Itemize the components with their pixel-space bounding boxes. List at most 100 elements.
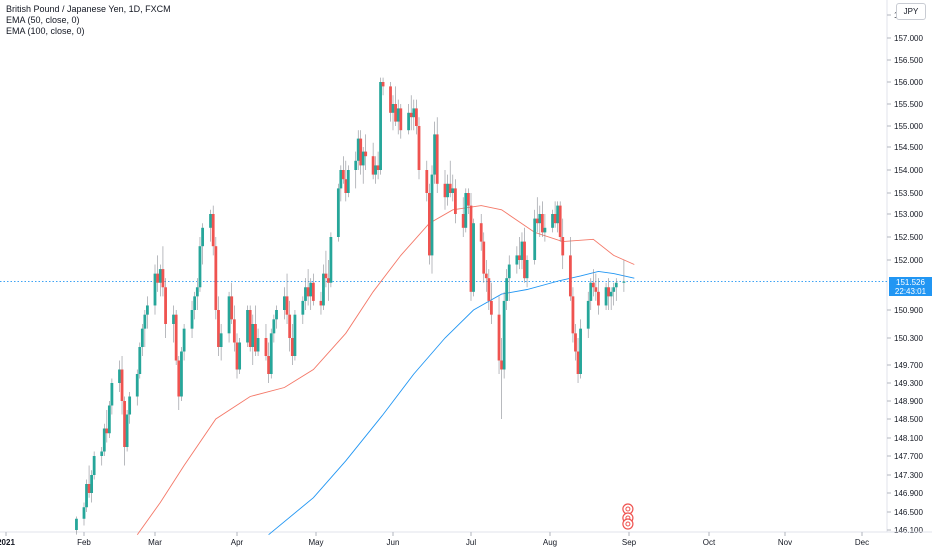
candle (469, 193, 473, 301)
candle-body (180, 351, 183, 397)
ema-100-label[interactable]: EMA (100, close, 0) (6, 26, 85, 36)
candle-body (272, 319, 276, 334)
candle (396, 99, 400, 135)
symbol-title[interactable]: British Pound / Japanese Yen, 1D, FXCM (6, 4, 171, 14)
x-tick-label: Feb (77, 538, 91, 547)
ema-50-label[interactable]: EMA (50, close, 0) (6, 15, 80, 25)
candle-body (164, 287, 167, 324)
candle (497, 296, 501, 374)
candle (164, 278, 167, 338)
candle (500, 338, 503, 419)
candle-body (364, 151, 368, 157)
candle (301, 296, 305, 324)
candle-body (594, 287, 598, 292)
candle-body (586, 300, 590, 329)
candle (435, 117, 439, 193)
candle (597, 278, 600, 315)
x-tick-label: Aug (543, 538, 557, 547)
candle (586, 291, 590, 338)
candle (85, 479, 88, 512)
candle-body (500, 360, 503, 370)
candle (161, 246, 165, 297)
candle (324, 250, 328, 288)
x-tick-label: Sep (622, 538, 637, 547)
candle (505, 269, 509, 310)
candle-body (389, 86, 392, 113)
candle-body (248, 310, 252, 347)
candle-body (443, 183, 447, 198)
candle-body (376, 165, 380, 170)
time-axis[interactable]: 2021 Feb Mar Apr May Jun Jul Aug Sep Oct Nov Dec (0, 531, 932, 547)
candle-body (612, 287, 616, 292)
candle (479, 214, 483, 251)
candle-body (489, 300, 493, 315)
candle (135, 369, 139, 406)
candle (288, 300, 292, 352)
candle (622, 260, 626, 292)
candle-body (556, 205, 560, 224)
candle-body (622, 281, 626, 283)
candle (379, 77, 382, 175)
y-tick-label: 156.000 (894, 78, 923, 87)
candle (156, 255, 160, 292)
candle-body (336, 188, 340, 237)
candle-body (156, 273, 160, 283)
candle-body (344, 179, 348, 193)
currency-button[interactable]: JPY (896, 3, 926, 20)
candle-body (256, 338, 260, 352)
candle (430, 165, 434, 274)
candle (589, 278, 593, 310)
y-tick-label: 157.000 (894, 34, 923, 43)
event-marker-icon[interactable] (622, 518, 634, 530)
y-tick-label: 147.300 (894, 471, 923, 480)
candle-body (551, 214, 554, 228)
candle-body (306, 287, 310, 297)
candle-body (399, 108, 403, 131)
candle-body (428, 193, 431, 256)
candle (543, 214, 547, 242)
y-tick-label: 152.500 (894, 233, 923, 242)
candle (346, 165, 350, 198)
y-tick-label: 146.100 (894, 526, 923, 535)
candle-body (288, 314, 292, 338)
candle-body (523, 241, 526, 279)
candle (443, 170, 447, 210)
candle (553, 201, 557, 228)
candle-body (346, 170, 350, 193)
price-axis[interactable]: 157.500157.000156.500156.000155.500155.0… (886, 0, 923, 535)
candle-body (484, 273, 488, 279)
candle (140, 324, 144, 356)
candle-body (123, 401, 126, 447)
candle (538, 205, 542, 237)
y-tick-label: 146.500 (894, 508, 923, 517)
candle-body (446, 183, 449, 198)
candle-body (597, 291, 600, 306)
candle (371, 142, 375, 180)
candle (433, 121, 436, 184)
candle (125, 410, 129, 452)
candle-body (85, 484, 88, 508)
candle (201, 223, 205, 265)
candle (417, 117, 421, 180)
candle (336, 183, 340, 242)
candle (158, 264, 162, 297)
candle-body (361, 151, 365, 166)
candle (283, 287, 286, 320)
candle-body (90, 475, 94, 493)
candle (75, 516, 78, 535)
candle-body (110, 383, 114, 406)
candle-body (505, 278, 509, 301)
y-tick-label: 156.500 (894, 56, 923, 65)
y-tick-label: 155.500 (894, 100, 923, 109)
y-tick-label: 155.000 (894, 122, 923, 131)
candle-body (174, 314, 178, 361)
candle-body (576, 351, 580, 374)
candle-body (374, 165, 378, 175)
candle-body (568, 255, 572, 297)
event-markers[interactable] (622, 503, 634, 530)
candle-body (339, 170, 343, 189)
candle (227, 291, 231, 343)
candle (482, 232, 486, 283)
candle-body (607, 287, 611, 297)
